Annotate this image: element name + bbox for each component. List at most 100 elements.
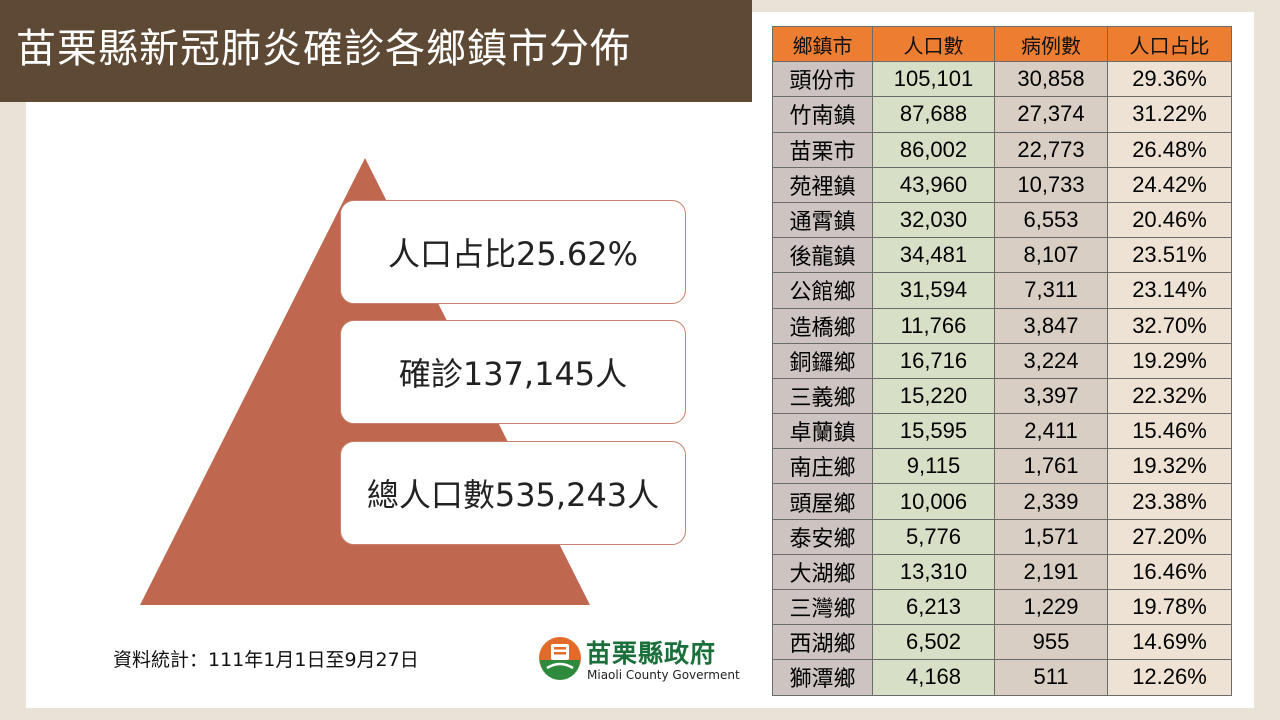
cell-cases: 8,107 xyxy=(994,237,1108,274)
cell-cases: 10,733 xyxy=(994,166,1108,203)
header-population: 人口數 xyxy=(872,25,995,63)
cell-population: 5,776 xyxy=(872,518,995,555)
table-row: 泰安鄉 5,776 1,571 27.20% xyxy=(772,518,1232,555)
cell-ratio: 23.38% xyxy=(1107,483,1232,520)
cell-township: 公館鄉 xyxy=(772,272,873,309)
cell-population: 16,716 xyxy=(872,342,995,379)
cell-cases: 1,761 xyxy=(994,448,1108,485)
county-emblem-icon xyxy=(539,637,581,680)
cases-text: 確診137,145人 xyxy=(398,355,628,393)
cell-population: 31,594 xyxy=(872,272,995,309)
cell-ratio: 19.78% xyxy=(1107,588,1232,626)
table-row: 頭份市 105,101 30,858 29.36% xyxy=(772,61,1232,98)
cell-cases: 2,411 xyxy=(994,413,1108,450)
table-row: 公館鄉 31,594 7,311 23.14% xyxy=(772,272,1232,309)
cell-population: 15,595 xyxy=(872,413,995,450)
cell-cases: 2,339 xyxy=(994,483,1108,520)
table-row: 苗栗市 86,002 22,773 26.48% xyxy=(772,131,1232,168)
cell-population: 10,006 xyxy=(872,483,995,520)
cell-population: 32,030 xyxy=(872,201,995,239)
cell-cases: 7,311 xyxy=(994,272,1108,309)
cell-population: 15,220 xyxy=(872,377,995,415)
cell-population: 87,688 xyxy=(872,96,995,133)
cell-cases: 1,571 xyxy=(994,518,1108,555)
cell-township: 苑裡鎮 xyxy=(772,166,873,203)
cell-ratio: 26.48% xyxy=(1107,131,1232,168)
ratio-text: 人口占比25.62% xyxy=(387,235,639,273)
cell-ratio: 22.32% xyxy=(1107,377,1232,415)
cell-ratio: 23.14% xyxy=(1107,272,1232,309)
table-row: 三灣鄉 6,213 1,229 19.78% xyxy=(772,588,1232,626)
cell-ratio: 23.51% xyxy=(1107,237,1232,274)
cell-ratio: 14.69% xyxy=(1107,624,1232,661)
cell-population: 43,960 xyxy=(872,166,995,203)
cell-cases: 1,229 xyxy=(994,588,1108,626)
cell-township: 西湖鄉 xyxy=(772,624,873,661)
cell-cases: 3,224 xyxy=(994,342,1108,379)
table-row: 通霄鎮 32,030 6,553 20.46% xyxy=(772,201,1232,239)
table-row: 銅鑼鄉 16,716 3,224 19.29% xyxy=(772,342,1232,379)
table-row: 三義鄉 15,220 3,397 22.32% xyxy=(772,377,1232,415)
pyramid-box-cases: 確診137,145人 xyxy=(340,320,686,424)
table-row: 後龍鎮 34,481 8,107 23.51% xyxy=(772,237,1232,274)
cell-ratio: 12.26% xyxy=(1107,659,1232,696)
township-case-table: 鄉鎮市 人口數 病例數 人口占比 頭份市 105,101 30,858 29.36% 竹… xyxy=(772,25,1232,696)
cell-ratio: 31.22% xyxy=(1107,96,1232,133)
cell-ratio: 20.46% xyxy=(1107,201,1232,239)
cell-cases: 27,374 xyxy=(994,96,1108,133)
slide-title: 苗栗縣新冠肺炎確診各鄉鎮市分佈 xyxy=(16,26,631,72)
pyramid-box-ratio: 人口占比25.62% xyxy=(340,200,686,304)
cell-township: 頭份市 xyxy=(772,61,873,98)
cell-population: 34,481 xyxy=(872,237,995,274)
cell-population: 13,310 xyxy=(872,553,995,591)
data-source-footnote: 資料統計：111年1月1日至9月27日 xyxy=(113,649,419,671)
cell-township: 頭屋鄉 xyxy=(772,483,873,520)
population-text: 總人口數535,243人 xyxy=(366,476,660,514)
cell-cases: 3,847 xyxy=(994,307,1108,344)
table-row: 獅潭鄉 4,168 511 12.26% xyxy=(772,659,1232,696)
cell-township: 獅潭鄉 xyxy=(772,659,873,696)
cell-ratio: 27.20% xyxy=(1107,518,1232,555)
cell-township: 卓蘭鎮 xyxy=(772,413,873,450)
table-row: 竹南鎮 87,688 27,374 31.22% xyxy=(772,96,1232,133)
table-body: 頭份市 105,101 30,858 29.36% 竹南鎮 87,688 27,374 31.… xyxy=(772,61,1232,696)
logo-name-cn: 苗栗縣政府 xyxy=(586,639,717,668)
table-row: 造橋鄉 11,766 3,847 32.70% xyxy=(772,307,1232,344)
cell-township: 後龍鎮 xyxy=(772,237,873,274)
cell-township: 通霄鎮 xyxy=(772,201,873,239)
table-row: 南庄鄉 9,115 1,761 19.32% xyxy=(772,448,1232,485)
cell-population: 6,213 xyxy=(872,588,995,626)
cell-township: 三義鄉 xyxy=(772,377,873,415)
header-cases: 病例數 xyxy=(994,25,1108,63)
title-bar: 苗栗縣新冠肺炎確診各鄉鎮市分佈 xyxy=(0,0,752,102)
cell-ratio: 19.32% xyxy=(1107,448,1232,485)
table-row: 頭屋鄉 10,006 2,339 23.38% xyxy=(772,483,1232,520)
cell-ratio: 29.36% xyxy=(1107,61,1232,98)
cell-ratio: 19.29% xyxy=(1107,342,1232,379)
logo-name-en: Miaoli County Goverment xyxy=(587,668,740,682)
table-row: 西湖鄉 6,502 955 14.69% xyxy=(772,624,1232,661)
cell-cases: 6,553 xyxy=(994,201,1108,239)
cell-cases: 3,397 xyxy=(994,377,1108,415)
cell-cases: 22,773 xyxy=(994,131,1108,168)
cell-cases: 511 xyxy=(994,659,1108,696)
cell-township: 苗栗市 xyxy=(772,131,873,168)
header-township: 鄉鎮市 xyxy=(772,25,873,63)
table-row: 苑裡鎮 43,960 10,733 24.42% xyxy=(772,166,1232,203)
cell-population: 105,101 xyxy=(872,61,995,98)
cell-township: 大湖鄉 xyxy=(772,553,873,591)
cell-township: 竹南鎮 xyxy=(772,96,873,133)
county-logo: 苗栗縣政府 Miaoli County Goverment xyxy=(538,634,748,688)
cell-township: 泰安鄉 xyxy=(772,518,873,555)
pyramid-box-population: 總人口數535,243人 xyxy=(340,441,686,545)
cell-cases: 955 xyxy=(994,624,1108,661)
cell-population: 6,502 xyxy=(872,624,995,661)
cell-cases: 30,858 xyxy=(994,61,1108,98)
cell-population: 86,002 xyxy=(872,131,995,168)
cell-population: 4,168 xyxy=(872,659,995,696)
cell-population: 9,115 xyxy=(872,448,995,485)
cell-population: 11,766 xyxy=(872,307,995,344)
cell-cases: 2,191 xyxy=(994,553,1108,591)
cell-ratio: 16.46% xyxy=(1107,553,1232,591)
cell-ratio: 32.70% xyxy=(1107,307,1232,344)
